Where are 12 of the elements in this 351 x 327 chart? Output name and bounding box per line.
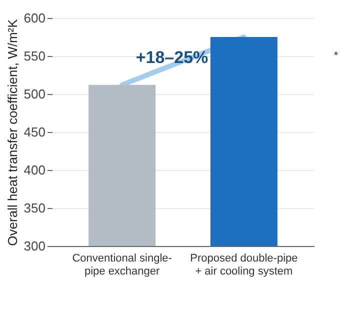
y-tick-label: 500 (24, 86, 46, 102)
x-tick-label: Proposed double-pipe + air cooling system (190, 252, 298, 278)
y-tick-label: 600 (24, 10, 46, 26)
annotation: +18–25% (136, 48, 208, 67)
text: * (334, 50, 339, 62)
y-tick-label: 550 (24, 48, 46, 64)
x-tick-label: Conventional single-pipe exchanger (72, 252, 172, 278)
y-axis-title: Overall heat transfer coefficient, W/m²K (4, 18, 20, 246)
y-tick-label: 400 (24, 162, 46, 178)
y-tick-label: 300 (24, 238, 46, 254)
y-tick-label: 350 (24, 200, 46, 216)
y-tick-label: 450 (24, 124, 46, 140)
